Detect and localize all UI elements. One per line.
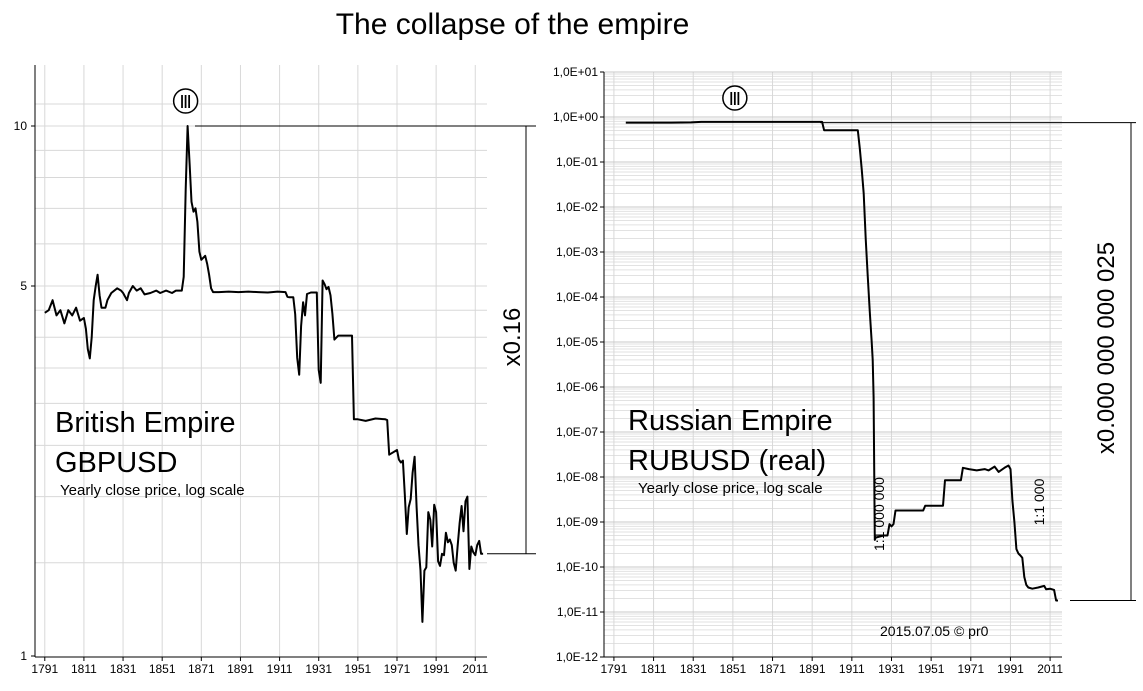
british-marker-label: Ⅲ: [179, 92, 191, 112]
british-x-tick-label: 1971: [384, 662, 411, 676]
russian-x-tick-label: 1991: [997, 662, 1024, 676]
british-note: Yearly close price, log scale: [60, 482, 245, 499]
russian-x-tick-label: 1831: [680, 662, 707, 676]
russian-y-tick-label: 1,0E-06: [556, 380, 598, 394]
british-x-tick-label: 1951: [345, 662, 372, 676]
russian-y-tick-label: 1,0E+00: [553, 110, 598, 124]
russian-series-line: [625, 120, 1058, 602]
russian-marker-circle: [722, 85, 748, 111]
british-x-tick-label: 1851: [149, 662, 176, 676]
british-y-tick-label: 5: [20, 279, 27, 293]
russian-x-tick-label: 1871: [759, 662, 786, 676]
british-y-tick-label: 10: [14, 119, 28, 133]
russian-note: Yearly close price, log scale: [638, 480, 823, 497]
british-x-tick-label: 1871: [188, 662, 215, 676]
russian-y-tick-label: 1,0E+01: [553, 65, 598, 79]
russian-x-tick-label: 1911: [839, 662, 865, 676]
british-x-tick-label: 1991: [423, 662, 450, 676]
russian-credit: 2015.07.05 © pr0: [880, 623, 989, 639]
russian-label-line2: RUBUSD (real): [628, 445, 826, 477]
british-label-line2: GBPUSD: [55, 447, 177, 479]
british-x-tick-label: 2011: [462, 662, 488, 676]
british-label-line1: British Empire: [55, 407, 236, 439]
british-x-tick-label: 1911: [267, 662, 293, 676]
british-x-tick-label: 1791: [31, 662, 58, 676]
british-x-tick-label: 1811: [71, 662, 97, 676]
russian-x-tick-label: 1891: [799, 662, 826, 676]
russian-x-tick-label: 1851: [720, 662, 747, 676]
british-series-line: [44, 125, 484, 623]
russian-x-tick-label: 1931: [878, 662, 905, 676]
russian-y-tick-label: 1,0E-07: [556, 425, 598, 439]
page-title: The collapse of the empire: [335, 8, 690, 41]
russian-annotation-1: 1:1 000 000: [871, 477, 887, 551]
british-y-tick-label: 1: [20, 649, 27, 663]
russian-x-tick-label: 1971: [957, 662, 984, 676]
russian-annotation-2: 1:1 000: [1031, 478, 1047, 525]
russian-x-tick-label: 2011: [1037, 662, 1063, 676]
russian-y-tick-label: 1,0E-09: [556, 515, 598, 529]
russian-y-tick-label: 1,0E-03: [556, 245, 598, 259]
russian-multiplier-label: x0.000 000 000 025: [1093, 242, 1120, 454]
russian-y-tick-label: 1,0E-08: [556, 470, 598, 484]
russian-y-tick-label: 1,0E-04: [556, 290, 598, 304]
russian-y-tick-label: 1,0E-02: [556, 200, 598, 214]
russian-y-tick-label: 1,0E-05: [556, 335, 598, 349]
british-x-tick-label: 1891: [227, 662, 254, 676]
russian-label-line1: Russian Empire: [628, 405, 833, 437]
russian-y-tick-label: 1,0E-11: [557, 605, 598, 619]
russian-marker-label: Ⅲ: [729, 89, 741, 109]
russian-x-tick-label: 1811: [641, 662, 667, 676]
russian-y-tick-label: 1,0E-12: [556, 650, 598, 664]
russian-y-tick-label: 1,0E-10: [556, 560, 598, 574]
russian-x-tick-label: 1791: [601, 662, 628, 676]
russian-x-tick-label: 1951: [918, 662, 945, 676]
british-multiplier-label: x0.16: [499, 308, 526, 367]
russian-y-tick-label: 1,0E-01: [556, 155, 598, 169]
british-x-tick-label: 1931: [305, 662, 332, 676]
british-x-tick-label: 1831: [110, 662, 137, 676]
british-marker-circle: [172, 88, 199, 114]
